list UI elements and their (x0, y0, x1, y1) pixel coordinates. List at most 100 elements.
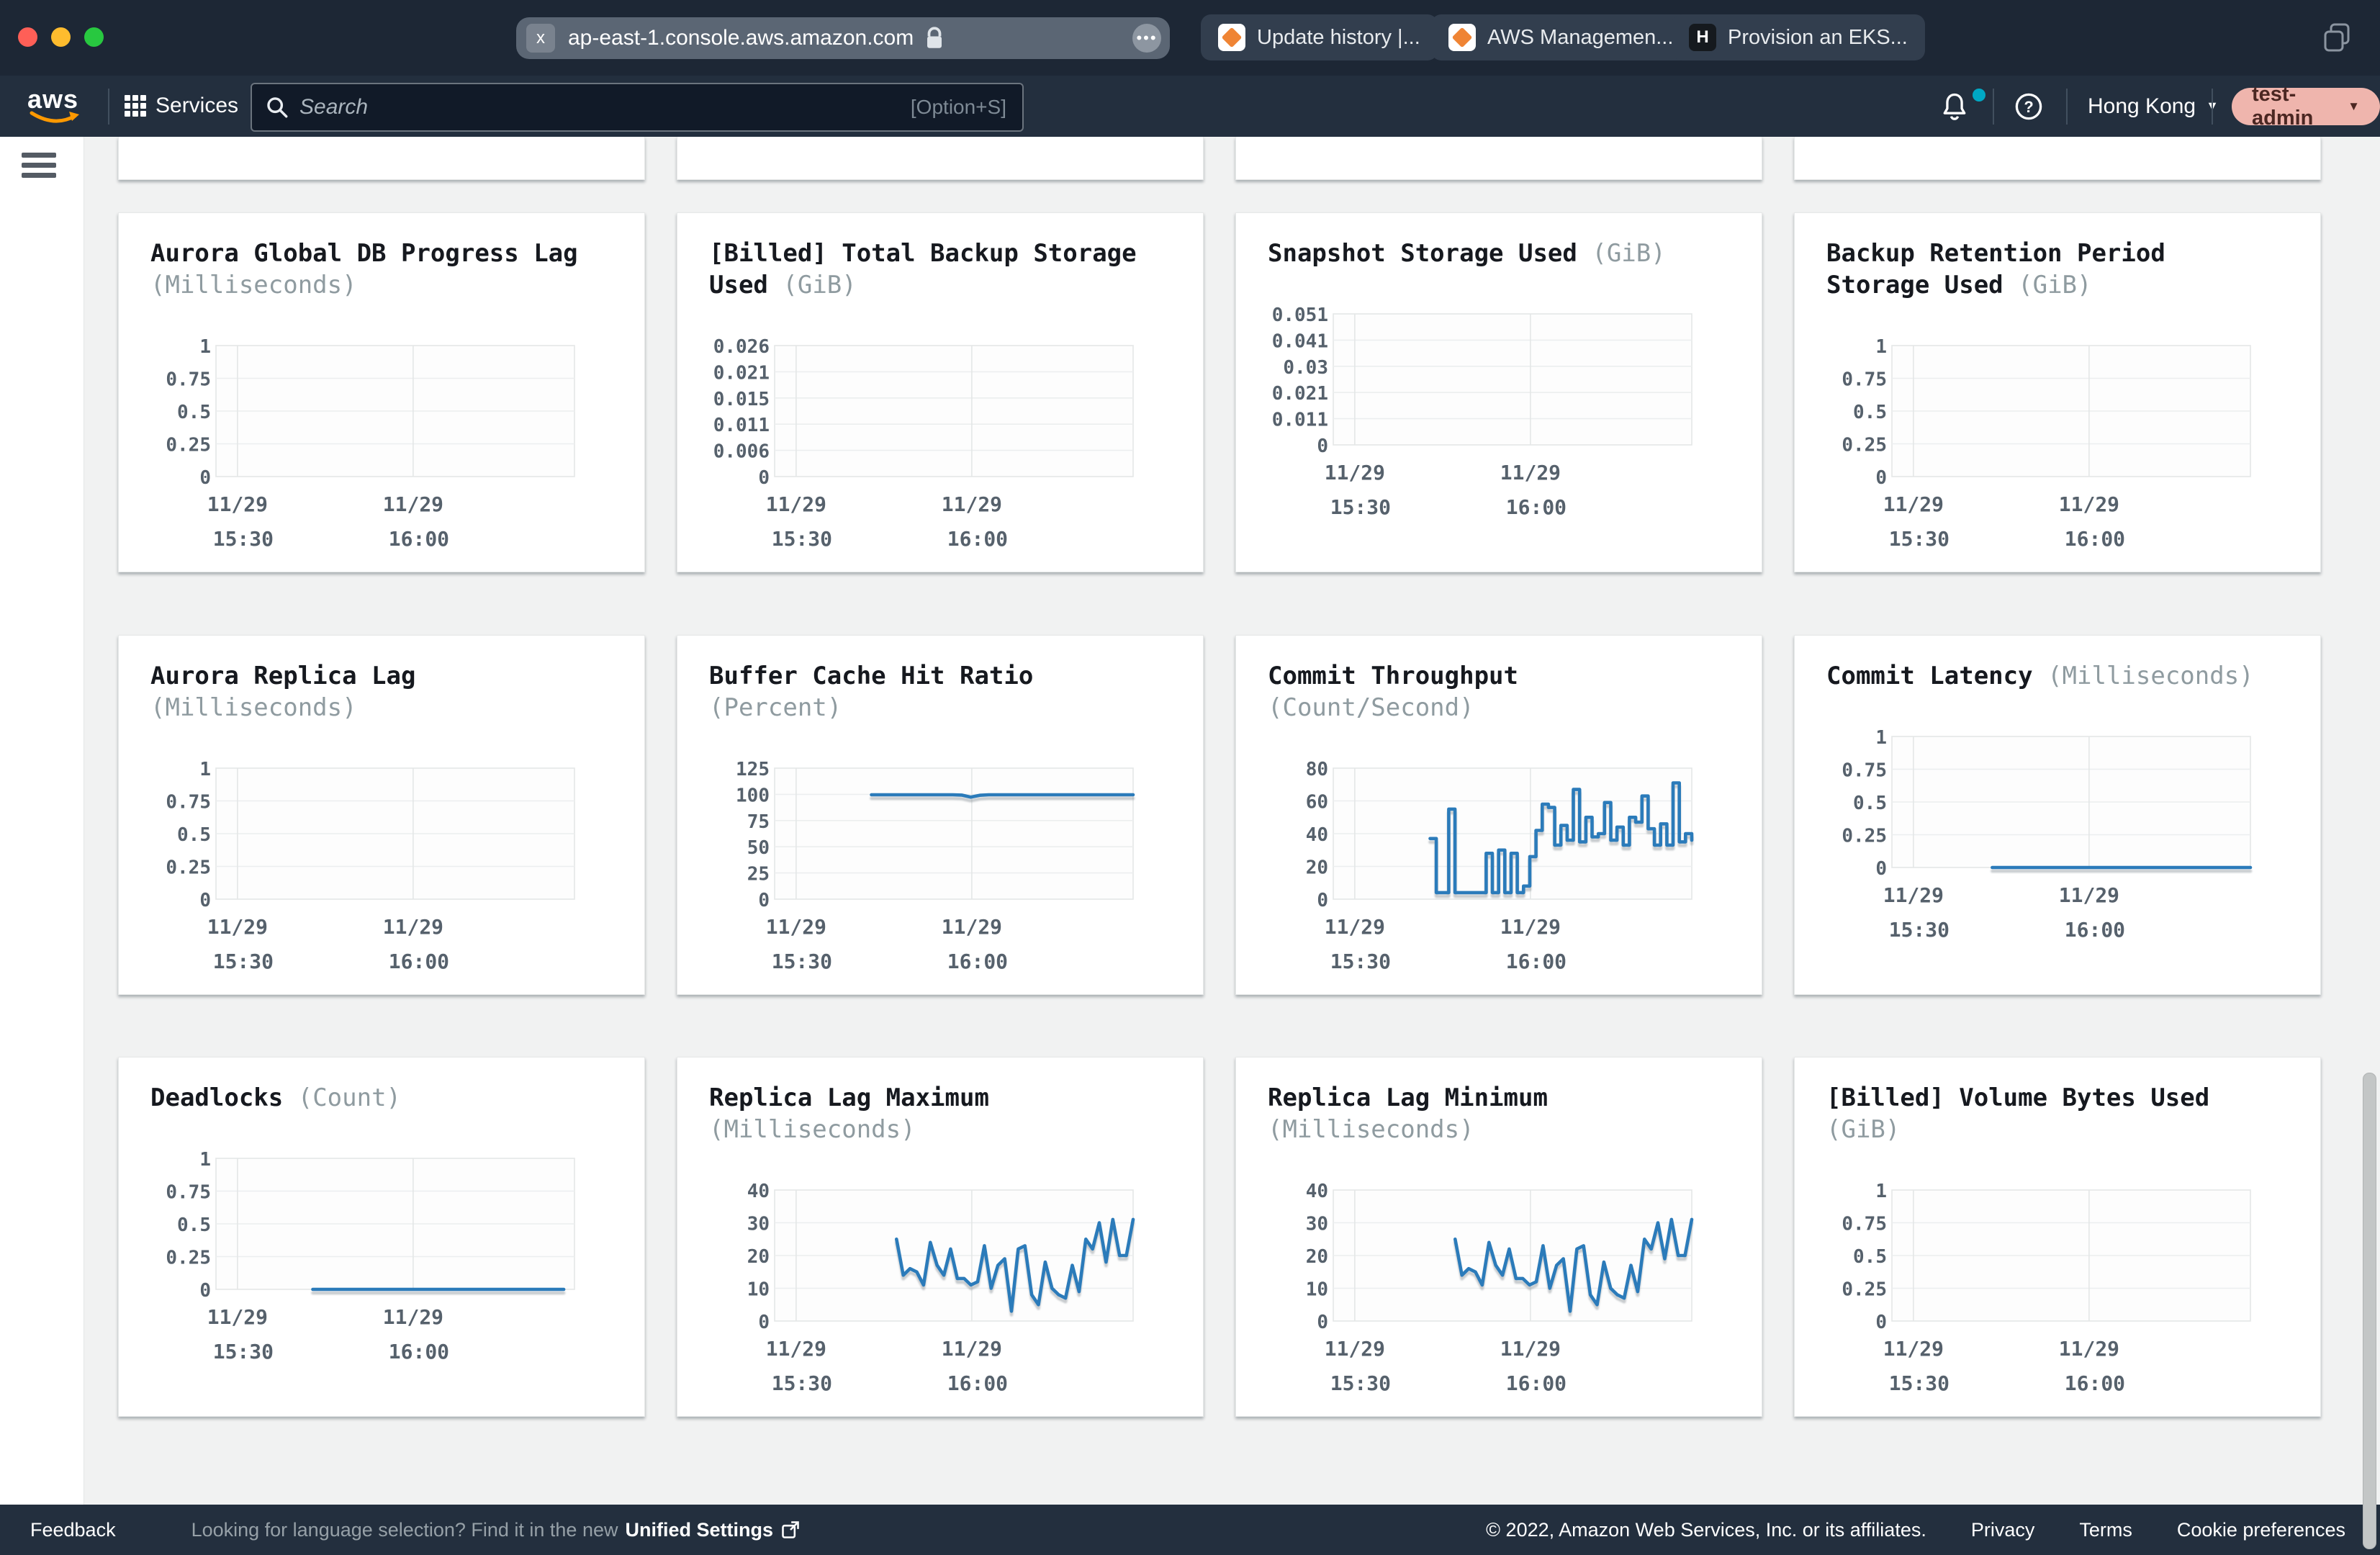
metric-title-text: Aurora Replica Lag (150, 662, 416, 690)
svg-text:0: 0 (199, 890, 211, 911)
metric-title-text: [Billed] Volume Bytes Used (1826, 1083, 2210, 1112)
svg-text:0.5: 0.5 (177, 402, 211, 423)
metric-card[interactable]: Deadlocks (Count) 1 0.75 0.5 0.25 0 11/29 15:30… (118, 1057, 645, 1417)
metric-card-partial[interactable] (677, 137, 1204, 180)
svg-text:0: 0 (1317, 436, 1328, 457)
svg-text:25: 25 (747, 864, 770, 885)
unified-settings-link[interactable]: Unified Settings (625, 1518, 773, 1541)
services-menu[interactable]: Services (155, 94, 239, 117)
metric-card-title: Buffer Cache Hit Ratio (Percent) (709, 660, 1155, 724)
svg-text:11/29: 11/29 (766, 915, 826, 939)
svg-text:0.021: 0.021 (713, 362, 770, 384)
svg-text:60: 60 (1306, 792, 1328, 813)
help-icon[interactable]: ? (2014, 76, 2044, 137)
svg-text:11/29: 11/29 (383, 1305, 443, 1329)
metric-card[interactable]: [Billed] Total Backup Storage Used (GiB)… (677, 212, 1204, 572)
search-input[interactable]: Search [Option+S] (251, 83, 1024, 132)
tab-label: AWS Managemen... (1487, 25, 1674, 49)
svg-text:11/29: 11/29 (1500, 915, 1561, 939)
svg-text:0.041: 0.041 (1272, 330, 1328, 352)
svg-text:0: 0 (1317, 890, 1328, 911)
metric-card-title: [Billed] Total Backup Storage Used (GiB) (709, 238, 1155, 301)
browser-chrome: x ap-east-1.console.aws.amazon.com ••• U… (0, 0, 2380, 76)
metric-card[interactable]: Buffer Cache Hit Ratio (Percent) 125 100 75… (677, 635, 1204, 995)
browser-tab-provision-eks[interactable]: H Provision an EKS... (1672, 14, 1925, 60)
svg-text:16:00: 16:00 (1506, 1371, 1567, 1395)
svg-text:1: 1 (1875, 1181, 1887, 1202)
services-grid-icon[interactable] (125, 95, 146, 117)
svg-text:11/29: 11/29 (766, 1337, 826, 1361)
metric-title-text: [Billed] Total Backup Storage Used (709, 239, 1137, 299)
svg-text:100: 100 (736, 785, 770, 806)
window-close-button[interactable] (18, 27, 37, 47)
metric-card-partial[interactable] (1235, 137, 1762, 180)
window-zoom-button[interactable] (84, 27, 104, 47)
svg-text:0.006: 0.006 (713, 441, 770, 463)
metric-card-title: Replica Lag Minimum (Milliseconds) (1268, 1082, 1714, 1145)
cookie-preferences-link[interactable]: Cookie preferences (2176, 1518, 2345, 1541)
svg-text:0.021: 0.021 (1272, 383, 1328, 405)
metric-card[interactable]: Replica Lag Maximum (Milliseconds) 40 30 20… (677, 1057, 1204, 1417)
metric-card-partial[interactable] (118, 137, 645, 180)
svg-text:0.011: 0.011 (1272, 410, 1328, 431)
svg-text:0.75: 0.75 (166, 1182, 211, 1204)
svg-text:1: 1 (1875, 727, 1887, 749)
svg-text:11/29: 11/29 (942, 492, 1002, 516)
metric-card[interactable]: [Billed] Volume Bytes Used (GiB) 1 0.75 0.5… (1794, 1057, 2321, 1417)
menu-hamburger-icon[interactable] (22, 153, 56, 183)
terms-link[interactable]: Terms (2079, 1518, 2132, 1541)
window-minimize-button[interactable] (51, 27, 71, 47)
metric-card[interactable]: Aurora Global DB Progress Lag (Milliseco… (118, 212, 645, 572)
metric-chart: 1 0.75 0.5 0.25 0 11/29 15:30 11/29 16:00 (1842, 336, 2251, 551)
address-bar[interactable]: x ap-east-1.console.aws.amazon.com ••• (516, 17, 1170, 59)
search-icon (267, 97, 288, 118)
main-content: Aurora Global DB Progress Lag (Milliseco… (0, 137, 2380, 1505)
svg-text:11/29: 11/29 (2059, 492, 2119, 516)
metric-chart: 40 30 20 10 0 11/29 15:30 11/29 16:00 (747, 1181, 1135, 1395)
chevron-down-icon: ▼ (2348, 99, 2360, 113)
svg-text:16:00: 16:00 (947, 527, 1008, 551)
feedback-link[interactable]: Feedback (30, 1518, 116, 1541)
metric-title-text: Backup Retention Period Storage Used (1826, 239, 2165, 299)
page-actions-icon[interactable]: ••• (1132, 24, 1161, 53)
browser-tab-aws-console[interactable]: AWS Managemen... (1431, 14, 1691, 60)
metric-card[interactable]: Backup Retention Period Storage Used (Gi… (1794, 212, 2321, 572)
metric-card-title: Commit Throughput (Count/Second) (1268, 660, 1714, 724)
svg-text:11/29: 11/29 (942, 915, 1002, 939)
account-menu[interactable]: test-admin ▼ (2232, 83, 2380, 130)
svg-text:16:00: 16:00 (389, 527, 449, 551)
metric-unit-text: (Milliseconds) (2047, 662, 2254, 690)
svg-text:11/29: 11/29 (1883, 883, 1944, 907)
svg-text:?: ? (2024, 97, 2033, 115)
svg-text:11/29: 11/29 (1325, 461, 1385, 484)
svg-text:11/29: 11/29 (1883, 1337, 1944, 1361)
metric-card[interactable]: Snapshot Storage Used (GiB) 0.051 0.041 0.0… (1235, 212, 1762, 572)
svg-text:0.051: 0.051 (1272, 305, 1328, 326)
svg-text:0.25: 0.25 (1842, 1279, 1887, 1301)
metric-chart: 1 0.75 0.5 0.25 0 11/29 15:30 11/29 16:00 (166, 759, 575, 973)
svg-text:15:30: 15:30 (1330, 1371, 1391, 1395)
footer: Feedback Looking for language selection?… (0, 1505, 2380, 1555)
svg-text:0.75: 0.75 (166, 369, 211, 391)
notifications-bell-icon[interactable] (1939, 90, 1970, 123)
metric-chart: 1 0.75 0.5 0.25 0 11/29 15:30 11/29 16:00 (1842, 727, 2253, 942)
metric-card[interactable]: Replica Lag Minimum (Milliseconds) 40 30 20… (1235, 1057, 1762, 1417)
metric-card-partial[interactable] (1794, 137, 2321, 180)
tab-overview-icon[interactable] (2322, 22, 2351, 53)
privacy-link[interactable]: Privacy (1970, 1518, 2035, 1541)
vertical-scrollbar[interactable] (2363, 1073, 2376, 1549)
metric-unit-text: (GiB) (1826, 1115, 1901, 1144)
browser-tab-update-history[interactable]: Update history |... (1201, 14, 1438, 60)
metric-card[interactable]: Commit Latency (Milliseconds) 1 0.75 0.5 0.2… (1794, 635, 2321, 995)
svg-text:0.026: 0.026 (713, 336, 770, 358)
svg-text:20: 20 (1306, 857, 1328, 879)
metric-card[interactable]: Aurora Replica Lag (Milliseconds) 1 0.75 0.… (118, 635, 645, 995)
url-text: ap-east-1.console.aws.amazon.com (568, 26, 914, 50)
aws-logo[interactable]: aws (27, 84, 84, 127)
svg-text:11/29: 11/29 (2059, 1337, 2119, 1361)
region-selector[interactable]: Hong Kong ▼ (2088, 76, 2219, 137)
svg-text:11/29: 11/29 (207, 492, 268, 516)
metric-card[interactable]: Commit Throughput (Count/Second) 80 60 40 20… (1235, 635, 1762, 995)
metric-unit-text: (GiB) (2018, 271, 2092, 299)
svg-text:15:30: 15:30 (213, 1340, 274, 1364)
